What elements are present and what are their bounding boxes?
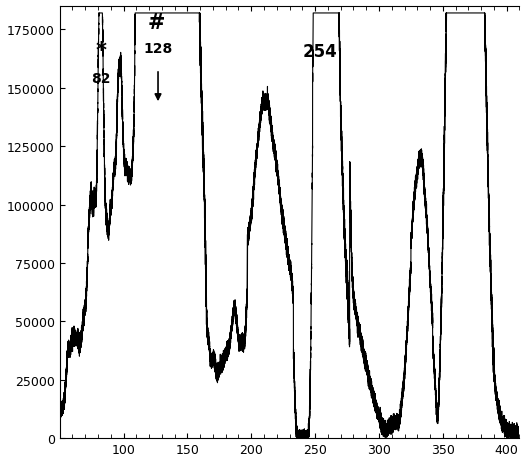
Text: 128: 128 [143,42,173,56]
Text: *: * [95,41,106,61]
Text: #: # [148,13,165,32]
Text: 82: 82 [91,72,110,86]
Text: 254: 254 [303,43,338,61]
